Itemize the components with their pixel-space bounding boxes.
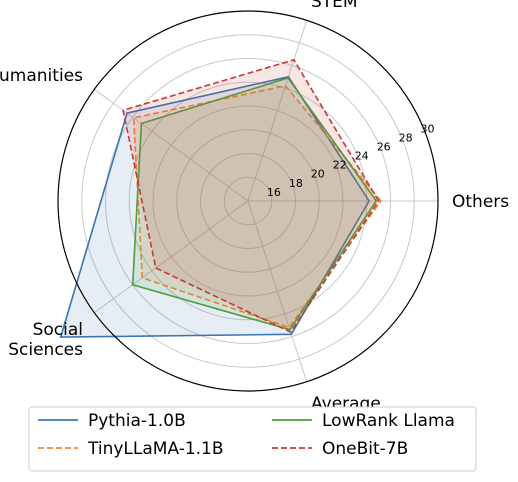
radial-tick-label: 26 (377, 141, 391, 154)
radial-tick-label: 16 (267, 186, 281, 199)
outer-frame (57, 10, 439, 392)
axis-label: STEM (311, 0, 358, 12)
legend-label: OneBit-7B (322, 439, 408, 459)
radial-tick-label: 22 (333, 159, 347, 172)
legend-label: LowRank Llama (322, 411, 455, 431)
radial-tick-label: 28 (399, 131, 413, 144)
legend-frame (28, 406, 477, 472)
radial-grid (81, 20, 438, 382)
series-onebit-7b (122, 58, 380, 334)
radial-tick-labels: 16 18 20 22 24 26 28 30 (267, 122, 435, 199)
radial-tick-label: 24 (355, 150, 369, 163)
radial-tick-label: 18 (289, 177, 303, 190)
legend: Pythia-1.0B TinyLLaMA-1.1B LowRank Llama On… (28, 406, 477, 472)
grid-spoke (93, 88, 249, 202)
grid-spoke (247, 20, 308, 202)
radial-tick-label: 30 (421, 122, 435, 135)
axis-labels: OthersSTEMHumanitiesSocialSciencesAverag… (0, 0, 509, 414)
radial-tick-label: 20 (311, 168, 325, 181)
series-lowrank-llama (131, 76, 378, 331)
legend-label: TinyLLaMA-1.1B (87, 439, 224, 459)
grid-spoke (93, 200, 249, 314)
axis-label: Social Sciences (8, 320, 83, 360)
grid-spoke (247, 200, 308, 382)
legend-label: Pythia-1.0B (88, 411, 186, 431)
axis-label: Humanities (0, 66, 83, 86)
series-tinyllama-1-1b (132, 84, 383, 329)
axis-label: Others (452, 192, 509, 212)
series-layer (59, 58, 383, 338)
